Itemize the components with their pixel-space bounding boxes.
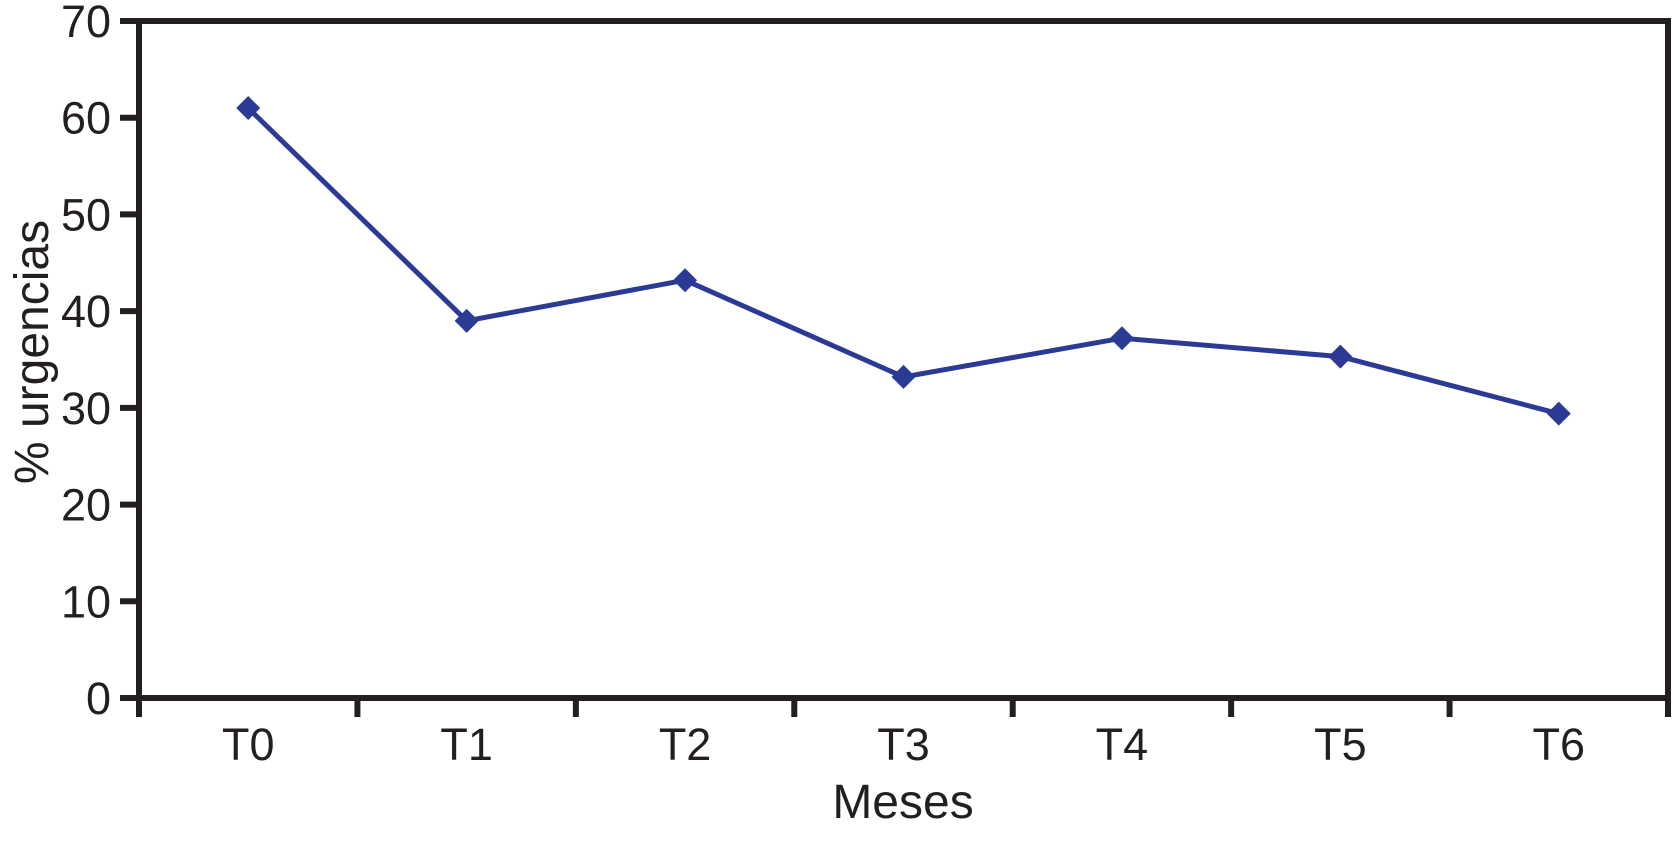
y-tick-label: 10 [61,576,111,627]
y-tick-label: 30 [61,383,111,434]
data-point-marker [673,268,698,293]
axis-frame [136,18,1671,701]
chart-plot-area: 0 10 20 30 40 50 60 70 T0 T1 T2 T3 T4 T5 T6 [61,0,1671,770]
data-point-marker [1109,326,1134,351]
y-tick-label: 20 [61,480,111,531]
x-tick-label: T2 [659,719,712,770]
y-tick-label: 60 [61,93,111,144]
data-point-marker [1546,401,1571,426]
x-tick-label: T6 [1533,719,1586,770]
data-point-marker [1328,344,1353,369]
x-tick-label: T5 [1314,719,1367,770]
x-tick-label: T0 [222,719,275,770]
x-tick-label: T1 [440,719,493,770]
x-tick-label: T3 [877,719,930,770]
x-axis-label: Meses [832,776,973,829]
data-point-marker [454,308,479,333]
y-tick-label: 70 [61,0,111,47]
y-tick-label: 40 [61,286,111,337]
data-point-marker [236,96,261,121]
y-tick-label: 0 [86,673,111,724]
x-tick-label: T4 [1096,719,1149,770]
y-axis-label: % urgencias [6,220,59,484]
y-tick-label: 50 [61,189,111,240]
data-point-marker [891,364,916,389]
